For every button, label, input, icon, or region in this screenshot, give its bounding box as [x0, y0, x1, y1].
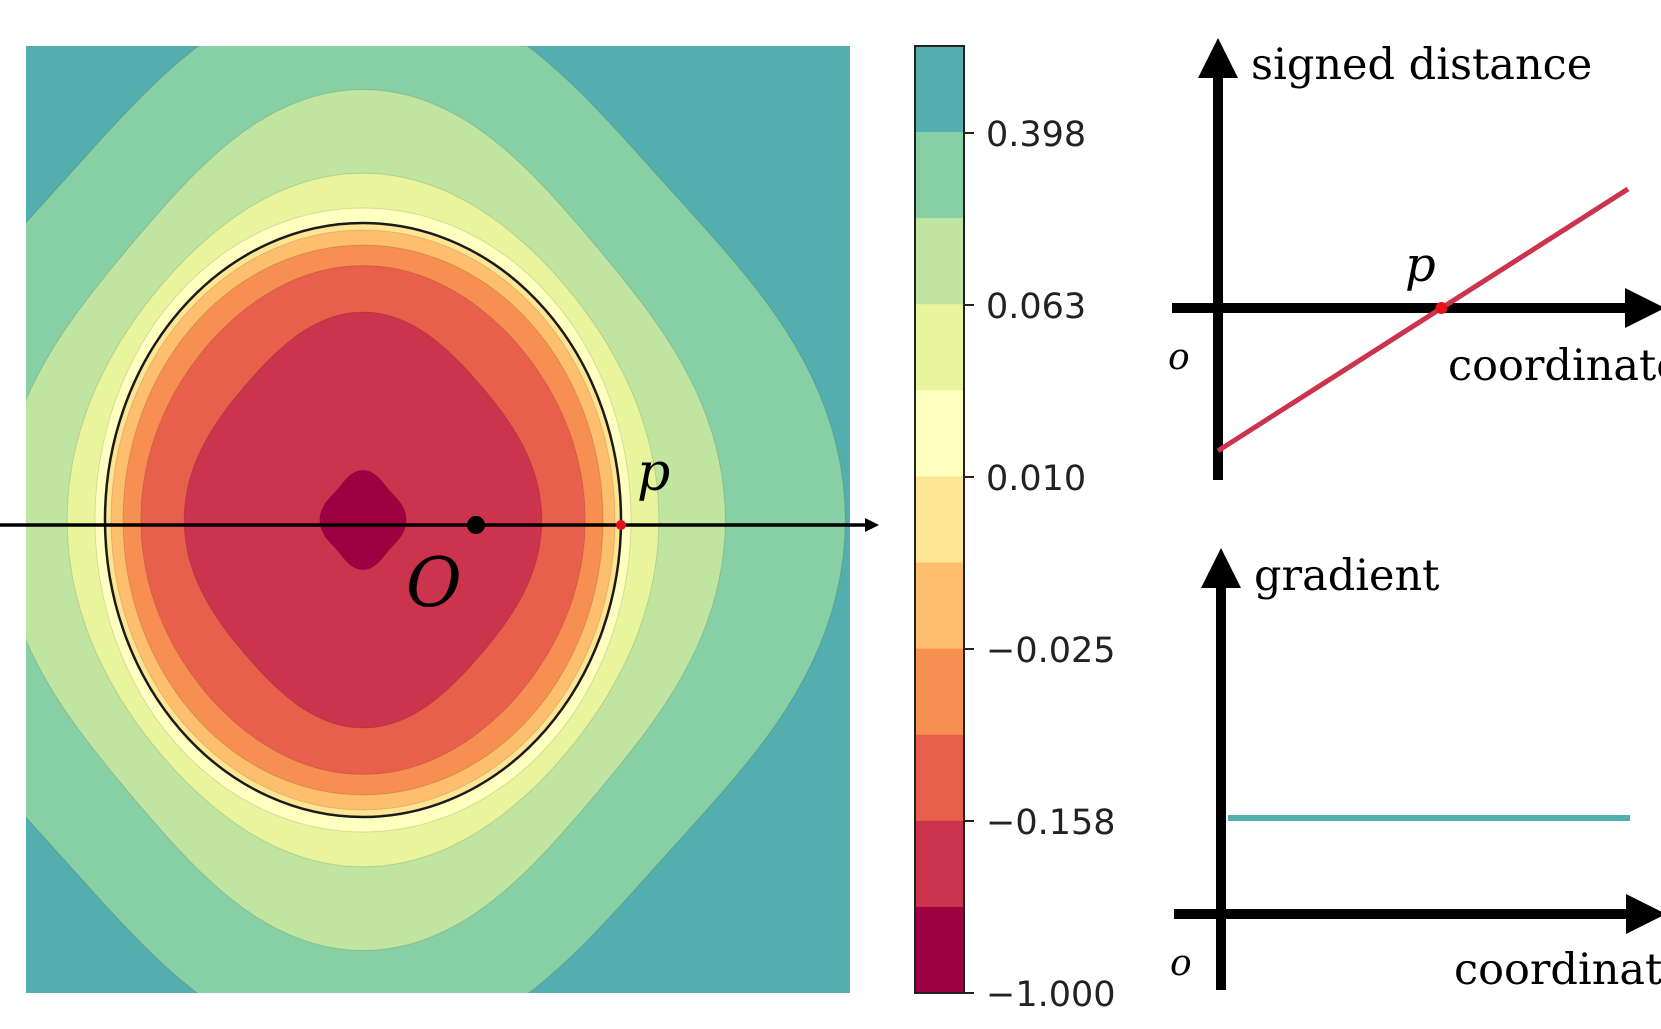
origin-label: o: [1168, 337, 1190, 378]
colorbar-tick-label: 0.398: [986, 115, 1086, 155]
y-axis-label: signed distance: [1251, 40, 1592, 90]
origin-marker: [467, 516, 485, 534]
colorbar-segment: [915, 734, 964, 822]
origin-label: O: [406, 544, 462, 623]
gradient-plot: gradient coordinate o: [1170, 548, 1661, 995]
signed-distance-line: [1216, 186, 1630, 453]
contour-map: O p: [0, 46, 879, 993]
colorbar-segment: [915, 218, 964, 305]
contour-band: [319, 469, 407, 571]
x-axis-label: coordinate: [1454, 945, 1661, 995]
colorbar-segment: [915, 476, 964, 564]
colorbar-tick-label: 0.010: [986, 459, 1086, 499]
colorbar-segment: [915, 390, 964, 477]
colorbar-tick-label: −1.000: [986, 975, 1116, 1015]
zero-crossing-marker: [1435, 302, 1448, 314]
colorbar-segment: [915, 648, 964, 736]
colorbar-segments: [915, 46, 964, 994]
colorbar-tick-label: 0.063: [986, 287, 1086, 327]
signed-distance-plot: signed distance coordinate o p: [1168, 38, 1661, 480]
colorbar-segment: [915, 562, 964, 650]
colorbar-segment: [915, 132, 964, 219]
colorbar-segment: [915, 820, 964, 908]
colorbar-segment: [915, 906, 964, 994]
colorbar: 0.398 0.063 0.010 −0.025 −0.158 −1.000: [914, 45, 1116, 1015]
y-axis-label: gradient: [1254, 551, 1439, 601]
colorbar-segment: [915, 46, 964, 133]
colorbar-tick-label: −0.158: [986, 803, 1116, 843]
point-label: p: [637, 443, 670, 503]
colorbar-segment: [915, 304, 964, 391]
x-axis-label: coordinate: [1448, 341, 1661, 391]
point-label: p: [1405, 237, 1436, 293]
surface-point-marker: [616, 520, 626, 530]
contour-levels: [26, 46, 850, 993]
colorbar-frame: [914, 45, 965, 994]
colorbar-ticks: 0.398 0.063 0.010 −0.025 −0.158 −1.000: [964, 115, 1116, 1015]
colorbar-tick-label: −0.025: [986, 631, 1116, 671]
origin-label: o: [1170, 943, 1192, 984]
